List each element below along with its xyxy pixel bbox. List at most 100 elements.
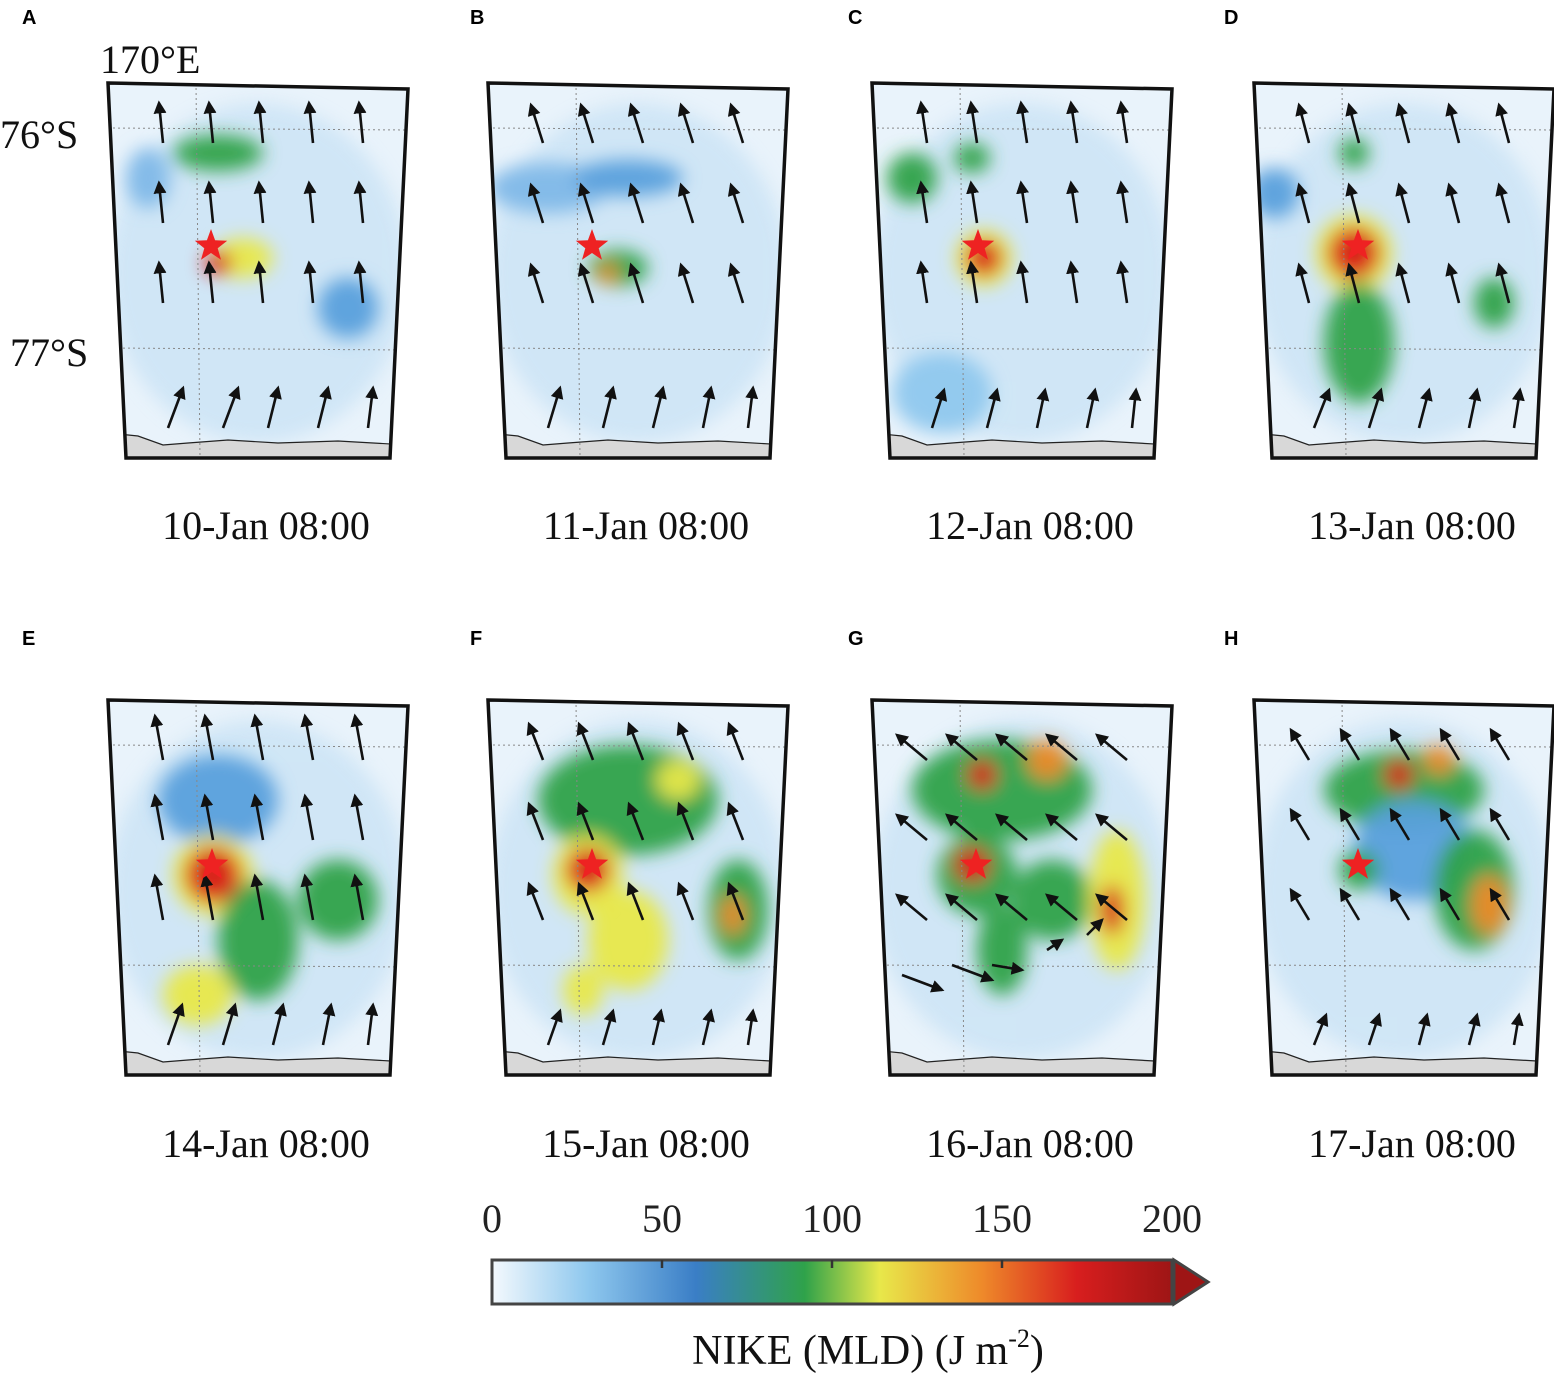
wind-arrow <box>1295 102 1311 144</box>
nike-patch <box>588 890 668 990</box>
wind-arrow <box>1367 1012 1382 1046</box>
wind-arrow <box>1439 887 1461 921</box>
wind-arrow <box>1395 262 1411 304</box>
panel-date-label: 16-Jan 08:00 <box>926 1121 1134 1166</box>
graticule-lat-76S <box>872 744 1172 748</box>
nike-patch <box>1027 740 1067 780</box>
wind-arrow <box>1389 887 1411 921</box>
wind-arrow <box>527 182 545 224</box>
wind-arrow <box>1016 180 1029 224</box>
wind-arrow <box>916 260 929 304</box>
wind-arrow <box>1312 387 1332 429</box>
land-coast <box>108 432 408 458</box>
panel-date-label: 10-Jan 08:00 <box>162 503 370 548</box>
station-star-marker <box>959 848 993 879</box>
wind-arrow <box>676 721 695 761</box>
colorbar-title-main: NIKE (MLD) (J m <box>692 1328 1008 1374</box>
panel-date-label: 17-Jan 08:00 <box>1308 1121 1516 1166</box>
wind-arrow <box>726 801 745 841</box>
nike-patch <box>1474 278 1514 328</box>
wind-arrow <box>676 801 695 841</box>
panel-letter: F <box>470 628 482 650</box>
wind-arrow <box>1417 1012 1431 1046</box>
wind-arrow <box>200 713 215 761</box>
wind-arrow <box>895 813 928 841</box>
nike-patch <box>967 760 997 790</box>
wind-arrow <box>526 881 545 921</box>
map-frame <box>486 81 790 460</box>
wind-arrow <box>303 100 317 144</box>
graticule-lat-77S <box>108 347 408 351</box>
nike-patch <box>573 160 683 196</box>
map-frame <box>1252 698 1554 1077</box>
wind-arrow <box>1467 387 1482 429</box>
wind-arrow <box>1295 262 1311 304</box>
station-star-marker <box>194 229 228 260</box>
wind-arrow <box>1085 387 1100 429</box>
wind-arrow <box>546 1008 563 1046</box>
map-panel-d <box>1252 81 1554 460</box>
wind-arrow <box>1495 262 1511 304</box>
colorbar-tick-label: 0 <box>482 1196 502 1241</box>
wind-arrow <box>350 873 365 921</box>
nike-patch <box>218 880 298 1000</box>
wind-arrow <box>365 1002 379 1046</box>
wind-arrow <box>930 387 948 429</box>
wind-arrow <box>745 1008 758 1046</box>
wind-arrow <box>316 385 332 429</box>
graticule-lat-77S <box>1254 347 1554 351</box>
wind-arrow <box>203 100 217 144</box>
nike-patch <box>563 965 603 1015</box>
colorbar-extension-arrow <box>1172 1257 1211 1307</box>
wind-arrow <box>1389 807 1411 841</box>
wind-arrow <box>727 102 745 144</box>
wind-arrow <box>745 385 759 429</box>
wind-arrow <box>200 873 215 921</box>
panel-letter: A <box>22 7 36 29</box>
wind-arrow <box>895 733 928 761</box>
wind-arrow <box>353 100 367 144</box>
wind-arrow <box>1489 727 1511 761</box>
wind-arrow <box>1511 387 1525 429</box>
wind-arrow <box>1289 807 1311 841</box>
map-panel-c <box>870 81 1174 460</box>
wind-arrow <box>701 1008 715 1046</box>
wind-arrow <box>577 262 595 304</box>
wind-arrow <box>677 182 695 224</box>
wind-arrow <box>1345 182 1361 224</box>
wind-arrow <box>150 793 165 841</box>
station-star-marker <box>575 848 609 879</box>
wind-arrows <box>153 100 379 429</box>
map-panel-b <box>486 81 790 460</box>
wind-arrow <box>966 100 979 144</box>
wind-arrow <box>203 180 217 224</box>
wind-arrow <box>150 873 165 921</box>
latitude-label-76S: 76°S <box>0 112 78 157</box>
wind-arrow <box>1066 100 1079 144</box>
wind-arrow <box>945 733 978 761</box>
wind-arrow <box>150 713 165 761</box>
wind-arrow <box>577 182 595 224</box>
panel-letter: B <box>470 7 484 29</box>
nike-patch <box>1324 283 1394 403</box>
wind-arrow <box>350 793 365 841</box>
wind-arrow <box>166 385 186 429</box>
wind-arrow <box>153 180 167 224</box>
map-panel-a <box>106 81 410 460</box>
station-star-marker <box>1341 848 1375 879</box>
wind-arrow <box>1445 262 1461 304</box>
wind-arrow <box>601 1008 617 1046</box>
nike-patch <box>126 148 170 208</box>
land-coast <box>488 432 788 458</box>
nike-patch <box>1471 875 1507 935</box>
latitude-label-77S: 77°S <box>10 330 88 375</box>
wind-arrows <box>1289 727 1524 1046</box>
graticule-lat-77S <box>488 347 788 351</box>
wind-arrow <box>1445 182 1461 224</box>
wind-arrow <box>1395 182 1411 224</box>
wind-arrow <box>651 385 667 429</box>
wind-arrow <box>1095 893 1128 921</box>
wind-arrow <box>1495 182 1511 224</box>
wind-arrow <box>627 262 645 304</box>
wind-arrow <box>526 801 545 841</box>
